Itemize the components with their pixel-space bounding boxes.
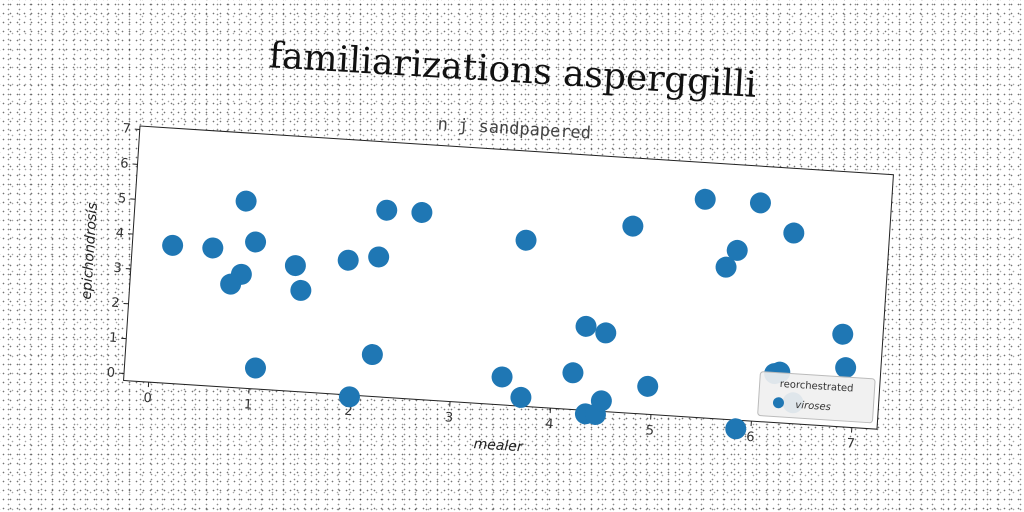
x-axis: 0 1 2 3 4 5 6 7 — [143, 382, 855, 452]
chart-subtitle: n j sandpapered — [437, 114, 591, 143]
scatter-point — [595, 322, 617, 344]
y-tick-label: 5 — [118, 191, 127, 207]
scatter-point — [368, 246, 390, 268]
data-points — [162, 188, 857, 440]
scatter-point — [376, 199, 398, 221]
scatter-point — [338, 386, 360, 408]
plot-area: 0 1 2 3 4 5 6 7 0 1 2 3 4 5 6 7 mealer epichondrosis r… — [79, 121, 894, 455]
x-tick-label: 3 — [444, 410, 453, 426]
chart-title: familiarizations asperggilli — [268, 35, 758, 106]
scatter-point — [220, 273, 242, 295]
scatter-point — [284, 255, 306, 277]
y-tick-label: 7 — [122, 121, 131, 137]
scatter-point — [725, 418, 747, 440]
y-tick-label: 2 — [111, 296, 120, 312]
scatter-point — [715, 256, 737, 278]
scatter-point — [510, 386, 532, 408]
scatter-point — [783, 222, 805, 244]
scatter-point — [832, 323, 854, 345]
y-tick-label: 1 — [108, 331, 117, 347]
x-tick-label: 5 — [645, 423, 654, 439]
scatter-point — [411, 201, 433, 223]
y-axis-label: epichondrosis — [79, 202, 101, 300]
x-tick-label: 4 — [545, 417, 554, 433]
scatter-point — [515, 229, 537, 251]
scatter-point — [694, 188, 716, 210]
y-tick-label: 6 — [120, 156, 129, 172]
scatter-point — [562, 362, 584, 384]
scatter-point — [202, 237, 224, 259]
scatter-point — [245, 231, 267, 253]
legend-marker — [772, 397, 784, 409]
scatter-point — [835, 357, 857, 379]
scatter-point — [290, 279, 312, 301]
scatter-point — [726, 239, 748, 261]
scatter-point — [491, 366, 513, 388]
x-tick-label: 2 — [344, 404, 353, 420]
x-tick-label: 6 — [746, 430, 755, 446]
scatter-point — [749, 192, 771, 214]
scatter-point — [637, 375, 659, 397]
y-tick-label: 4 — [115, 226, 124, 242]
x-tick-label: 0 — [143, 391, 152, 407]
legend-box — [757, 371, 876, 424]
legend-title: reorchestrated — [779, 379, 853, 395]
scatter-point — [162, 234, 184, 256]
x-tick-label: 1 — [243, 397, 252, 413]
scatter-point — [361, 344, 383, 366]
y-tick-label: 0 — [106, 365, 115, 381]
scatter-point — [622, 215, 644, 237]
x-axis-label: mealer — [473, 436, 524, 455]
scatter-point — [575, 315, 597, 337]
legend-entry-label: viroses — [795, 400, 831, 413]
scatter-point — [244, 357, 266, 379]
scatter-point — [337, 249, 359, 271]
legend: reorchestrated viroses — [757, 371, 876, 424]
y-axis: 0 1 2 3 4 5 6 7 — [106, 121, 140, 381]
y-tick-label: 3 — [113, 261, 122, 277]
scatter-point — [590, 390, 612, 412]
x-tick-label: 7 — [846, 436, 855, 452]
scatter-point — [235, 190, 257, 212]
